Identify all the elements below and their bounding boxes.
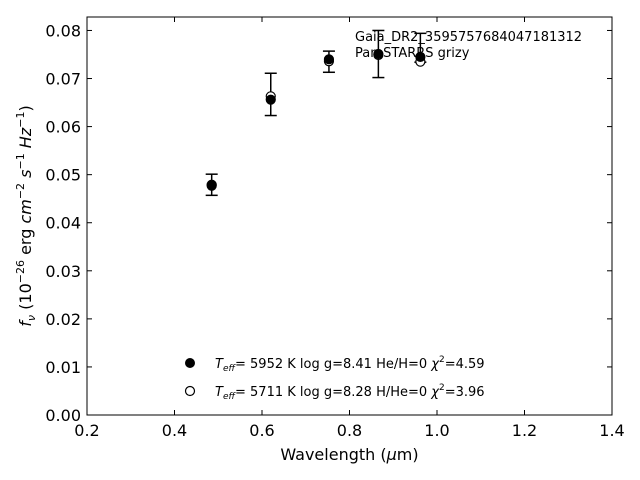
y-tick-label: 0.08 bbox=[45, 21, 81, 40]
x-axis-label: Wavelength (μm) bbox=[280, 445, 418, 464]
plot-frame bbox=[86, 16, 613, 416]
legend: Teff= 5952 K log g=8.41 He/H=0 χ2=4.59 T… bbox=[184, 355, 485, 402]
survey-annotation: Pan-STARRS grizy bbox=[355, 46, 470, 61]
y-axis: 0.00 0.01 0.02 0.03 0.04 0.05 0.06 0.07 0.08 bbox=[45, 21, 612, 425]
x-tick-label: 0.8 bbox=[337, 421, 362, 440]
x-tick-label: 0.6 bbox=[249, 421, 274, 440]
x-axis: 0.2 0.4 0.6 0.8 1.0 1.2 1.4 bbox=[74, 17, 625, 440]
y-tick-label: 0.02 bbox=[45, 310, 81, 329]
legend-entry-2: Teff= 5711 K log g=8.28 H/He=0 χ2=3.96 bbox=[184, 383, 485, 402]
y-tick-label: 0.05 bbox=[45, 166, 81, 185]
legend-label-1: Teff= 5952 K log g=8.41 He/H=0 χ2=4.59 bbox=[215, 355, 485, 374]
model-point-filled bbox=[373, 48, 384, 60]
model-point-filled bbox=[265, 94, 276, 105]
x-tick-label: 1.2 bbox=[512, 421, 537, 440]
legend-entry-1: Teff= 5952 K log g=8.41 He/H=0 χ2=4.59 bbox=[185, 355, 485, 374]
model-point-filled bbox=[323, 54, 335, 65]
data-points bbox=[206, 48, 426, 191]
y-tick-label: 0.01 bbox=[45, 358, 81, 377]
model-point-filled bbox=[206, 180, 217, 191]
legend-marker-filled bbox=[185, 358, 195, 368]
legend-marker-open bbox=[184, 385, 196, 397]
x-tick-label: 0.4 bbox=[162, 421, 187, 440]
legend-label-2: Teff= 5711 K log g=8.28 H/He=0 χ2=3.96 bbox=[215, 383, 485, 402]
x-tick-label: 1.4 bbox=[599, 421, 624, 440]
x-tick-label: 0.2 bbox=[74, 421, 99, 440]
model-point-filled bbox=[415, 51, 426, 62]
y-tick-label: 0.06 bbox=[45, 118, 81, 137]
y-tick-label: 0.00 bbox=[45, 406, 81, 425]
y-tick-label: 0.04 bbox=[45, 214, 81, 233]
y-tick-label: 0.03 bbox=[45, 262, 81, 281]
y-axis-label: fν (10−26 erg cm−2 s−1 Hz−1) bbox=[14, 105, 38, 326]
x-tick-label: 1.0 bbox=[424, 421, 449, 440]
y-tick-label: 0.07 bbox=[45, 70, 81, 89]
source-id-annotation: Gaia_DR2_3595757684047181312 bbox=[355, 30, 582, 45]
